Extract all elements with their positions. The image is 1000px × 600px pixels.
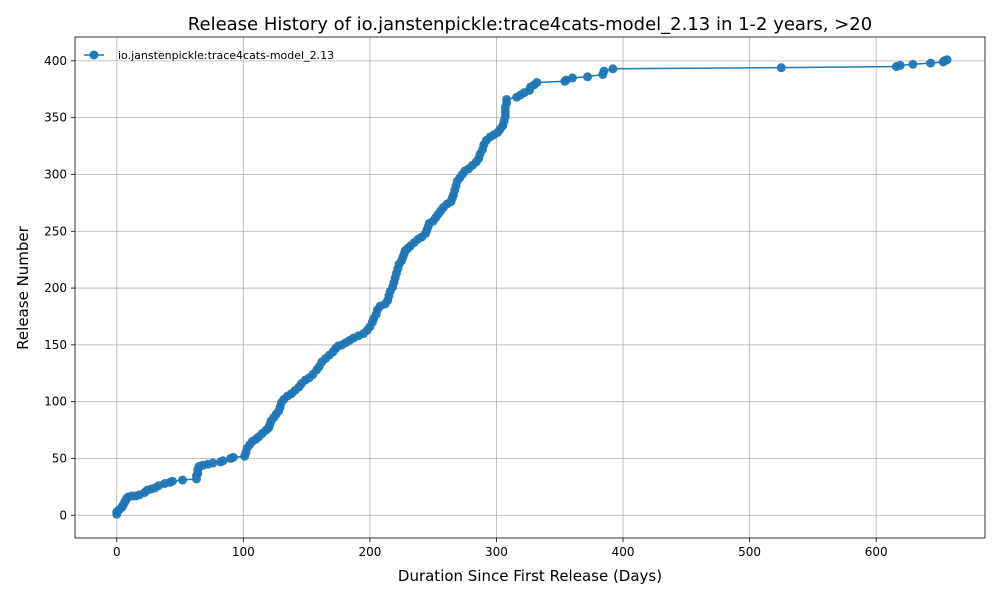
x-tick-label: 0 xyxy=(113,545,121,559)
y-tick-label: 150 xyxy=(44,338,67,352)
chart-title: Release History of io.janstenpickle:trac… xyxy=(188,14,872,35)
data-point xyxy=(178,475,188,485)
data-point xyxy=(567,73,577,83)
legend-label: io.janstenpickle:trace4cats-model_2.13 xyxy=(118,49,334,62)
y-tick-label: 0 xyxy=(59,508,67,522)
data-point xyxy=(502,94,512,104)
data-point xyxy=(942,55,952,65)
data-point xyxy=(608,64,618,74)
legend-marker xyxy=(89,50,99,60)
x-tick-label: 600 xyxy=(865,545,888,559)
gridlines xyxy=(75,37,985,538)
data-point xyxy=(895,60,905,70)
legend: io.janstenpickle:trace4cats-model_2.13 xyxy=(84,49,334,62)
y-tick-label: 250 xyxy=(44,224,67,238)
data-point xyxy=(926,58,936,68)
y-tick-label: 350 xyxy=(44,111,67,125)
x-tick-label: 500 xyxy=(738,545,761,559)
data-point xyxy=(599,66,609,76)
x-axis-label: Duration Since First Release (Days) xyxy=(398,567,662,585)
x-tick-label: 200 xyxy=(358,545,381,559)
data-point xyxy=(908,59,918,69)
data-point xyxy=(583,72,593,82)
x-tick-label: 100 xyxy=(232,545,255,559)
y-tick-label: 50 xyxy=(52,451,67,465)
data-point xyxy=(167,476,177,486)
plot-frame xyxy=(74,36,986,539)
y-tick-label: 100 xyxy=(44,395,67,409)
axis-ticks: 0 100 200 300 400 500 600 0 50 100 150 200 250 300 350… xyxy=(44,54,888,559)
data-point xyxy=(532,77,542,87)
data-point xyxy=(776,63,786,73)
x-tick-label: 300 xyxy=(485,545,508,559)
y-tick-label: 400 xyxy=(44,54,67,68)
y-tick-label: 200 xyxy=(44,281,67,295)
series-layer xyxy=(112,55,952,519)
y-axis-label: Release Number xyxy=(14,225,32,349)
y-tick-label: 300 xyxy=(44,167,67,181)
series-line xyxy=(116,59,948,515)
x-tick-label: 400 xyxy=(612,545,635,559)
data-point xyxy=(218,456,228,466)
data-point xyxy=(208,458,218,468)
data-point xyxy=(228,452,238,462)
